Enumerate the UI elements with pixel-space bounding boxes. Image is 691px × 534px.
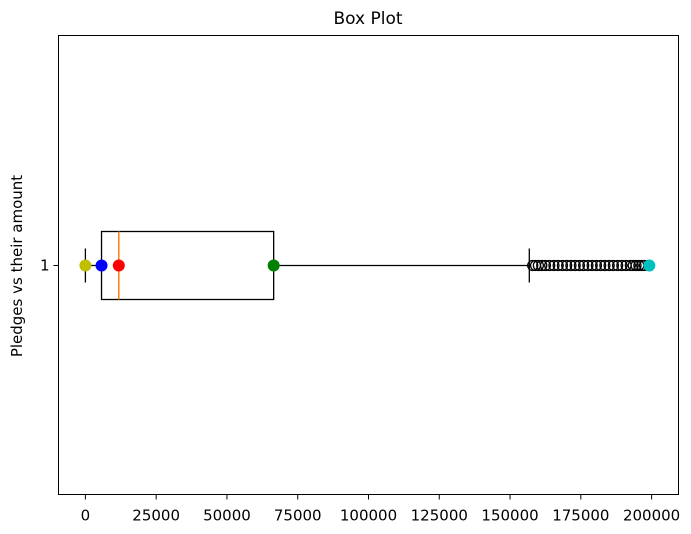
outlier-point bbox=[599, 259, 611, 272]
chart-title: Box Plot bbox=[333, 9, 402, 29]
outlier-point bbox=[527, 259, 539, 272]
y-tick-label: 1 bbox=[40, 257, 50, 275]
x-tick-label: 75000 bbox=[274, 507, 322, 525]
box-iqr bbox=[100, 230, 275, 301]
outlier-point bbox=[565, 259, 577, 272]
outlier-point bbox=[578, 259, 590, 272]
marked-point bbox=[79, 259, 92, 272]
outlier-point bbox=[573, 259, 586, 272]
marked-point bbox=[112, 259, 125, 272]
plot-frame bbox=[58, 35, 679, 495]
marked-point bbox=[643, 259, 656, 272]
outlier-point bbox=[582, 259, 594, 272]
outlier-point bbox=[624, 259, 637, 272]
outlier-point bbox=[586, 259, 598, 272]
outlier-point bbox=[569, 259, 581, 272]
x-tick-label: 125000 bbox=[411, 507, 468, 525]
outlier-point bbox=[552, 259, 564, 272]
outlier-point bbox=[590, 259, 603, 272]
outlier-point bbox=[603, 259, 615, 272]
x-tick-label: 0 bbox=[81, 507, 91, 525]
x-tick-label: 150000 bbox=[481, 507, 538, 525]
outlier-point bbox=[548, 259, 560, 272]
outlier-point bbox=[561, 259, 573, 272]
plot-area: 0 25000 50000 75000 100000 125000 150000 175000… bbox=[40, 230, 680, 525]
x-tick-label: 100000 bbox=[340, 507, 397, 525]
outlier-point bbox=[536, 259, 548, 272]
y-axis-label: Pledges vs their amount bbox=[8, 175, 26, 357]
marked-point bbox=[267, 259, 280, 272]
outlier-point bbox=[607, 259, 620, 272]
x-tick-label: 50000 bbox=[203, 507, 251, 525]
outlier-point bbox=[616, 259, 628, 272]
outlier-point bbox=[556, 259, 569, 272]
outlier-point bbox=[594, 259, 607, 272]
outlier-point bbox=[611, 259, 624, 272]
outlier-point bbox=[532, 259, 545, 272]
outlier-point bbox=[544, 259, 556, 272]
outlier-point bbox=[539, 259, 552, 272]
outlier-point bbox=[627, 259, 639, 272]
x-tick-label: 200000 bbox=[623, 507, 680, 525]
x-tick-label: 25000 bbox=[132, 507, 180, 525]
x-tick-label: 175000 bbox=[552, 507, 609, 525]
marked-point bbox=[95, 259, 108, 272]
outlier-point bbox=[630, 259, 642, 272]
